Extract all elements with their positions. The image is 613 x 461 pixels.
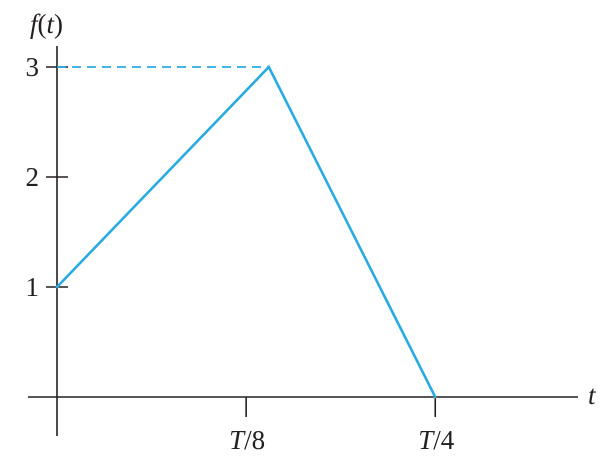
data-point-0 — [55, 285, 59, 289]
y-tick-label-1: 1 — [26, 272, 40, 302]
y-tick-label-3: 3 — [26, 52, 40, 82]
y-axis-label: f(t) — [30, 9, 63, 39]
plot-area — [55, 64, 437, 399]
x-tick-label-1: T/4 — [418, 425, 455, 455]
series-line-0 — [56, 64, 437, 398]
x-axis-label: t — [588, 380, 597, 410]
data-point-2 — [433, 395, 437, 399]
y-tick-label-2: 2 — [26, 162, 40, 192]
x-tick-label-0: T/8 — [229, 425, 265, 455]
ticks: 1 2 3 T/8 T/4 — [26, 52, 455, 455]
data-point-1 — [267, 65, 271, 69]
axes: f(t) t — [28, 9, 597, 436]
